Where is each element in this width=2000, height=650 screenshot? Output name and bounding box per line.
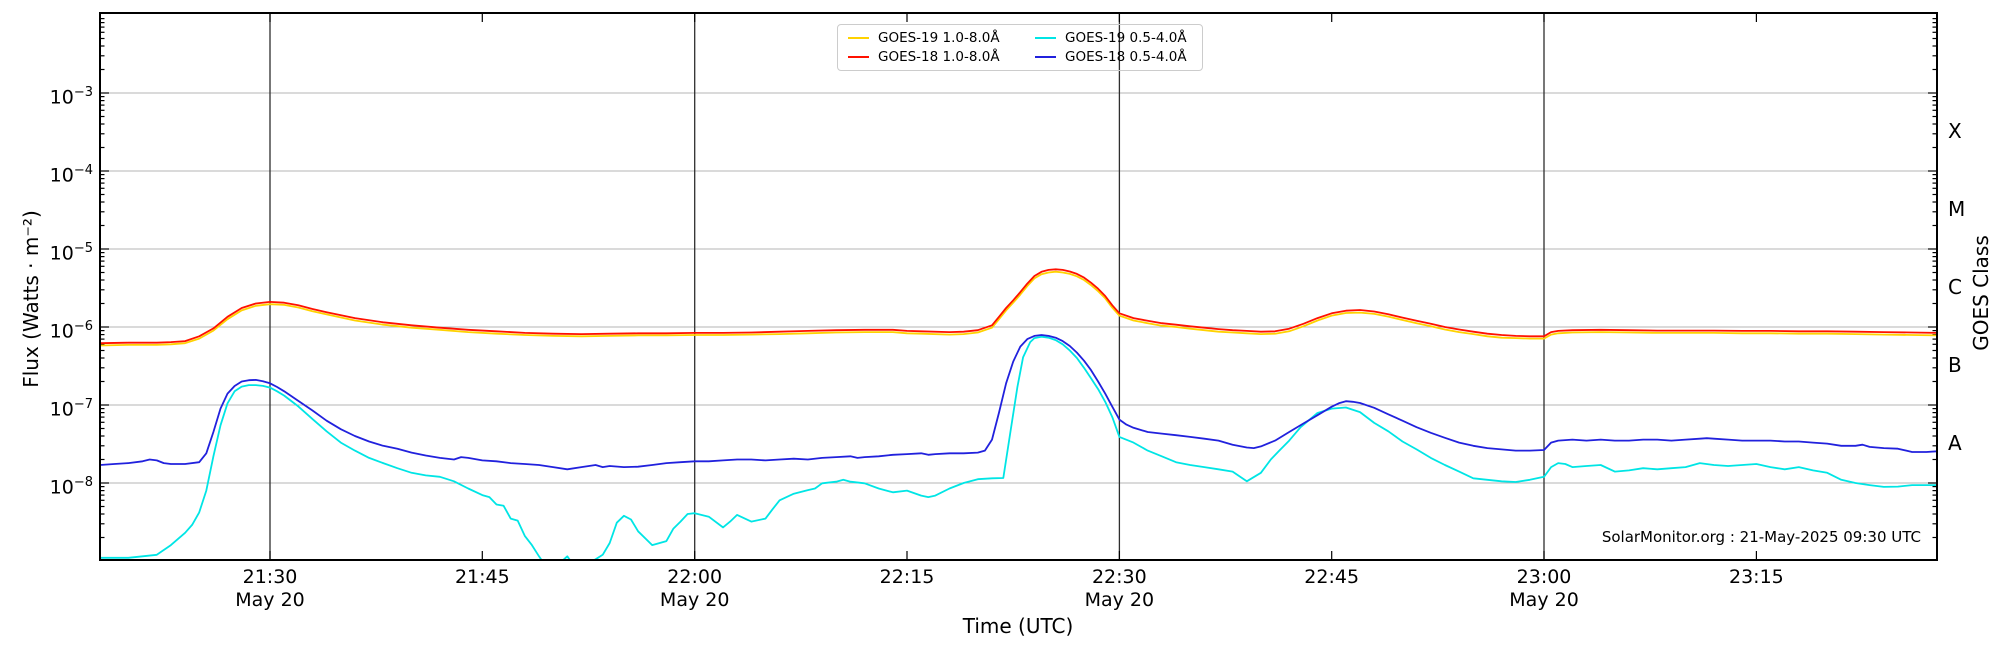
x-tick-label: 21:45 [454, 566, 510, 588]
x-tick-date-label: May 20 [659, 589, 730, 611]
goes-class-letter: M [1948, 197, 1966, 221]
y-tick-label: 10−5 [49, 241, 93, 265]
y-tick-label: 10−6 [49, 319, 93, 343]
x-tick-date-label: May 20 [1084, 589, 1155, 611]
legend: GOES-19 1.0-8.0Å GOES-18 1.0-8.0Å GOES-19 … [837, 24, 1203, 71]
legend-label: GOES-19 0.5-4.0Å [1065, 29, 1187, 46]
legend-line-sample-goes18-short [1035, 56, 1056, 59]
y-axis-label-left: Flux (Watts · m⁻²) [19, 210, 43, 388]
series-goes18-short [100, 334, 1937, 471]
x-tick-label: 23:15 [1728, 566, 1784, 588]
series-goes19-short [100, 335, 1937, 560]
x-tick-label: 22:30 [1091, 566, 1147, 588]
legend-label: GOES-18 1.0-8.0Å [878, 49, 1000, 66]
goes-class-letter: A [1948, 431, 1962, 455]
x-tick-label: 21:30 [242, 566, 298, 588]
x-tick-label: 22:15 [879, 566, 935, 588]
y-tick-label: 10−4 [49, 163, 93, 187]
goes-class-letter: B [1948, 353, 1962, 377]
plot-border [99, 12, 1938, 561]
legend-label: GOES-19 1.0-8.0Å [878, 29, 1000, 46]
y-axis-label-right: GOES Class [1969, 235, 1993, 351]
x-tick-date-label: May 20 [1509, 589, 1579, 611]
x-tick-label: 22:45 [1304, 566, 1360, 588]
x-tick-date-label: May 20 [235, 589, 305, 611]
legend-item-goes19-long: GOES-19 1.0-8.0Å [848, 28, 1005, 48]
x-axis-label: Time (UTC) [962, 614, 1074, 638]
legend-line-sample-goes19-long [848, 36, 869, 39]
legend-item-goes19-short: GOES-19 0.5-4.0Å [1035, 28, 1192, 48]
series-group [100, 268, 1937, 560]
watermark-text: SolarMonitor.org : 21-May-2025 09:30 UTC [1601, 528, 1921, 546]
y-tick-label: 10−8 [49, 475, 93, 499]
series-goes19-long [100, 270, 1937, 347]
legend-item-goes18-long: GOES-18 1.0-8.0Å [848, 48, 1005, 68]
y-tick-label: 10−7 [49, 397, 93, 421]
x-tick-label: 22:00 [667, 566, 723, 588]
legend-line-sample-goes19-short [1035, 36, 1056, 39]
x-tick-label: 23:00 [1516, 566, 1572, 588]
legend-item-goes18-short: GOES-18 0.5-4.0Å [1035, 48, 1192, 68]
goes-class-letter: C [1948, 275, 1962, 299]
series-goes18-long [100, 268, 1937, 345]
legend-label: GOES-18 0.5-4.0Å [1065, 49, 1187, 66]
y-tick-label: 10−3 [49, 85, 93, 109]
legend-line-sample-goes18-long [848, 56, 869, 59]
goes-class-letter: X [1948, 119, 1962, 143]
